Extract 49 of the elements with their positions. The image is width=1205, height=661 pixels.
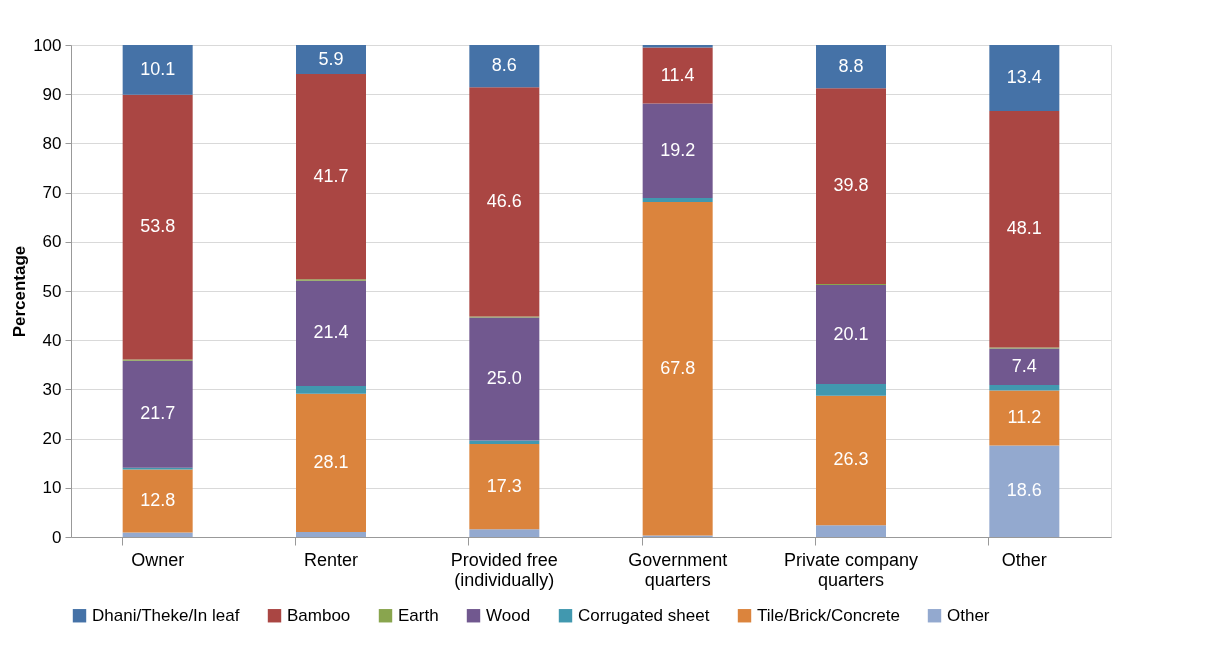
data-label: 46.6 <box>486 190 522 211</box>
data-label: 26.3 <box>833 449 869 470</box>
data-label: 13.4 <box>1006 66 1042 87</box>
data-label: 8.8 <box>838 55 864 76</box>
data-label: 21.7 <box>140 403 176 424</box>
data-label: 20.1 <box>833 323 869 344</box>
y-tick-label: 0 <box>52 527 62 547</box>
legend-label: Earth <box>398 605 439 625</box>
data-label: 53.8 <box>140 216 176 237</box>
data-label: 5.9 <box>318 48 344 69</box>
y-tick-label: 50 <box>42 281 62 301</box>
data-label: 41.7 <box>313 165 349 186</box>
legend-label: Wood <box>486 605 531 625</box>
y-tick-label: 10 <box>42 478 62 498</box>
x-tick-label: Government quarters <box>628 549 728 590</box>
legend-label: Dhani/Theke/In leaf <box>92 605 240 625</box>
data-label: 10.1 <box>140 58 176 79</box>
data-label: 12.8 <box>140 490 176 511</box>
data-label: 28.1 <box>313 451 349 472</box>
legend-label: Corrugated sheet <box>578 605 710 625</box>
data-label: 11.2 <box>1007 406 1042 427</box>
y-tick-label: 100 <box>33 35 62 55</box>
data-label: 18.6 <box>1006 480 1042 501</box>
y-tick-label: 60 <box>42 232 62 252</box>
y-tick-label: 40 <box>42 330 62 350</box>
data-label: 7.4 <box>1011 355 1037 376</box>
y-axis-title: Percentage <box>10 245 30 338</box>
legend-label: Bamboo <box>287 605 351 625</box>
data-label: 39.8 <box>833 175 869 196</box>
y-tick-label: 80 <box>42 133 62 153</box>
x-tick-label: Owner <box>131 549 185 570</box>
y-tick-label: 30 <box>42 379 62 399</box>
legend-label: Other <box>947 605 990 625</box>
data-label: 25.0 <box>486 368 522 389</box>
y-tick-label: 70 <box>42 183 62 203</box>
y-tick-label: 90 <box>42 84 62 104</box>
data-label: 11.4 <box>660 64 695 85</box>
data-label: 48.1 <box>1006 218 1042 239</box>
y-tick-label: 20 <box>42 429 62 449</box>
data-label: 67.8 <box>660 357 696 378</box>
data-label: 17.3 <box>486 475 522 496</box>
x-tick-label: Private company quarters <box>783 549 919 590</box>
data-label: 21.4 <box>313 322 349 343</box>
data-label: 19.2 <box>660 139 696 160</box>
data-label: 8.6 <box>491 55 517 76</box>
legend-label: Tile/Brick/Concrete <box>757 605 900 625</box>
x-tick-label: Other <box>1001 549 1047 570</box>
x-tick-label: Provided free (individually) <box>450 549 558 590</box>
x-tick-label: Renter <box>303 549 359 570</box>
